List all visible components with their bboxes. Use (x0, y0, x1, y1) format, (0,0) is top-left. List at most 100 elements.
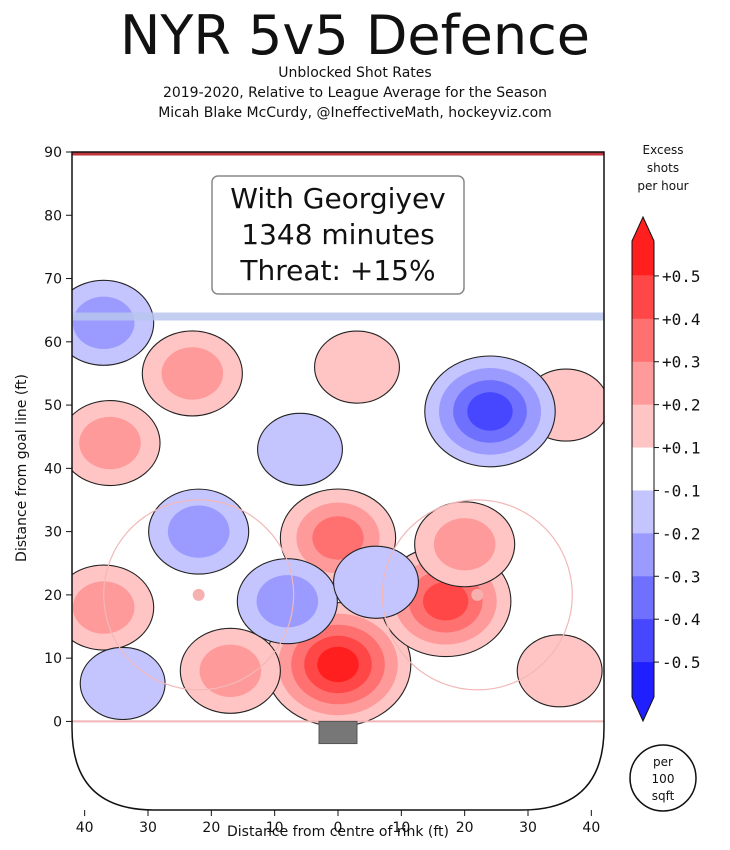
colorbar-title-3: per hour (637, 179, 688, 193)
y-tick-label-9: 90 (44, 145, 62, 161)
chart-subtitle-3: Micah Blake McCurdy, @IneffectiveMath, h… (158, 105, 552, 121)
y-tick-label-4: 40 (44, 461, 62, 477)
colorbar-tick-label-9: -0.5 (662, 653, 701, 672)
faceoff-dot-1 (471, 588, 484, 601)
colorbar-tick-label-0: +0.5 (662, 267, 701, 286)
annotation-line-2: 1348 minutes (241, 218, 435, 251)
x-tick-label-1: 30 (139, 820, 157, 836)
hotspot-13-band-2 (167, 505, 230, 558)
hotspot-6 (72, 564, 155, 651)
hotspot-15-band-2 (256, 575, 319, 628)
hotspot-16-band-1 (333, 545, 419, 619)
unit-circle: per 100 sqft (629, 744, 697, 812)
colorbar-tick-label-3: +0.2 (662, 396, 701, 415)
x-tick-label-0: 40 (76, 820, 94, 836)
colorbar-band-4 (632, 404, 654, 449)
hotspot-17 (257, 412, 343, 486)
hotspot-4 (72, 400, 161, 487)
chart-title: NYR 5v5 Defence (119, 4, 591, 67)
hotspot-12 (72, 279, 155, 366)
x-tick-label-6: 20 (456, 820, 474, 836)
rink-outline (71, 151, 605, 811)
hotspot-7-band-2 (199, 644, 262, 697)
unit-line-3: sqft (652, 789, 675, 803)
hotspot-12-band-2 (72, 296, 135, 349)
colorbar: Excess shots per hour +0.5 +0.4 +0.3 +0.2 +0… (631, 143, 701, 723)
x-tick-label-4: 0 (334, 820, 343, 836)
hotspot-7 (179, 627, 281, 714)
hotspot-1-band-4 (422, 581, 469, 621)
y-tick-label-6: 60 (44, 335, 62, 351)
hotspot-10 (516, 634, 603, 708)
colorbar-band-1 (632, 275, 654, 320)
colorbar-band-7 (632, 533, 654, 577)
colorbar-band-2 (632, 318, 654, 363)
x-axis-ticks: 40 30 20 10 0 10 20 30 40 (76, 810, 600, 836)
colorbar-tick-label-5: -0.1 (662, 481, 701, 500)
hotspot-11 (424, 355, 556, 468)
hotspot-11-band-4 (467, 392, 513, 431)
colorbar-band-5 (632, 447, 654, 491)
colorbar-band-6 (632, 490, 654, 534)
hotspot-3 (414, 501, 516, 588)
hotspot-8 (314, 330, 400, 404)
hotspot-15 (236, 558, 338, 645)
y-tick-label-5: 50 (44, 398, 62, 414)
colorbar-outline (631, 215, 655, 723)
y-tick-label-2: 20 (44, 588, 62, 604)
unit-line-1: per (653, 755, 673, 769)
x-tick-label-2: 20 (202, 820, 220, 836)
hotspot-3-band-2 (433, 518, 496, 571)
y-tick-label-7: 70 (44, 272, 62, 288)
y-tick-label-8: 80 (44, 208, 62, 224)
x-axis-label: Distance from centre of rink (ft) (227, 824, 449, 840)
annotation-line-3: Threat: +15% (239, 254, 435, 287)
y-tick-label-1: 10 (44, 651, 62, 667)
hotspot-4-band-2 (79, 416, 141, 470)
y-tick-label-0: 0 (53, 714, 62, 730)
annotation-line-1: With Georgiyev (230, 182, 445, 215)
x-tick-label-8: 40 (582, 820, 600, 836)
faceoff-circle-0 (103, 499, 295, 691)
colorbar-tick-label-6: -0.2 (662, 524, 701, 543)
blue-line (72, 312, 604, 321)
hotspot-14 (79, 646, 166, 721)
faceoff-circle-1 (381, 499, 573, 691)
x-tick-label-5: 10 (392, 820, 410, 836)
hotspot-16 (333, 545, 419, 619)
heatmap-zones (72, 279, 604, 727)
colorbar-title-1: Excess (643, 143, 684, 157)
y-axis-label: Distance from goal line (ft) (14, 374, 30, 562)
hotspot-13 (148, 488, 250, 575)
hotspot-17-band-1 (257, 412, 343, 486)
colorbar-tick-label-4: +0.1 (662, 439, 701, 458)
unit-line-2: 100 (652, 772, 675, 786)
colorbar-title-2: shots (647, 161, 679, 175)
goal-net (318, 720, 358, 745)
colorbar-tick-label-8: -0.4 (662, 610, 701, 629)
hotspot-0-band-5 (317, 646, 359, 683)
hotspot-5 (141, 330, 243, 417)
hotspot-2-band-3 (312, 516, 364, 560)
colorbar-band-8 (632, 576, 654, 620)
annotation-box: With Georgiyev 1348 minutes Threat: +15% (211, 175, 465, 295)
faceoff-dot-0 (192, 588, 205, 601)
colorbar-band-9 (632, 619, 654, 663)
colorbar-tick-label-1: +0.4 (662, 310, 701, 329)
y-tick-label-3: 30 (44, 525, 62, 541)
colorbar-tick-label-7: -0.3 (662, 567, 701, 586)
colorbar-band-3 (632, 361, 654, 406)
colorbar-tick-label-2: +0.3 (662, 353, 701, 372)
hotspot-6-band-2 (72, 581, 135, 634)
rink-border (71, 151, 605, 811)
hotspot-5-band-2 (161, 347, 224, 400)
colorbar-band-0 (632, 217, 654, 276)
hotspot-14-band-1 (79, 646, 166, 721)
chart-subtitle-2: 2019-2020, Relative to League Average fo… (162, 85, 548, 101)
x-tick-label-3: 10 (266, 820, 284, 836)
y-axis-ticks: 0 10 20 30 40 50 60 70 80 90 (44, 145, 72, 730)
colorbar-band-10 (632, 662, 654, 721)
hotspot-8-band-1 (314, 330, 400, 404)
x-tick-label-7: 30 (519, 820, 537, 836)
